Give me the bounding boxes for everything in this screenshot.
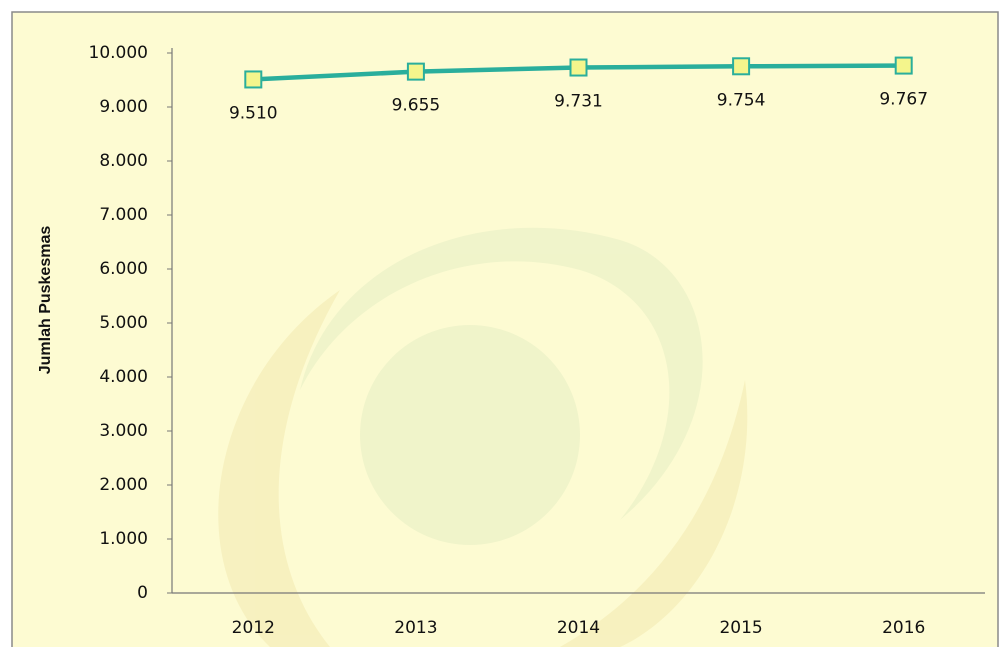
y-tick-label: 10.000 [89, 43, 148, 63]
x-tick-label: 2013 [394, 618, 437, 638]
data-label: 9.655 [392, 96, 441, 116]
y-tick-label: 3.000 [99, 421, 148, 441]
y-tick-label: 4.000 [99, 367, 148, 387]
y-tick-label: 6.000 [99, 259, 148, 279]
y-tick-label: 5.000 [99, 313, 148, 333]
y-axis-title: Jumlah Puskesmas [37, 226, 54, 375]
chart-frame [11, 11, 999, 647]
y-tick-label: 2.000 [99, 475, 148, 495]
data-label: 9.754 [717, 90, 766, 110]
data-point [894, 56, 913, 75]
data-point [244, 70, 263, 89]
data-label: 9.731 [554, 92, 603, 112]
data-label: 9.510 [229, 103, 278, 123]
watermark-arc [218, 290, 340, 647]
data-point [406, 62, 425, 81]
x-tick-label: 2016 [882, 618, 925, 638]
data-point [569, 58, 588, 77]
watermark-circle [360, 325, 580, 545]
data-label: 9.767 [879, 90, 928, 110]
data-point [732, 57, 751, 76]
y-tick-label: 7.000 [99, 205, 148, 225]
y-tick-label: 8.000 [99, 151, 148, 171]
x-tick-label: 2014 [557, 618, 600, 638]
y-tick-label: 0 [137, 583, 148, 603]
x-tick-label: 2012 [232, 618, 275, 638]
y-tick-label: 9.000 [99, 97, 148, 117]
y-tick-label: 1.000 [99, 529, 148, 549]
x-tick-label: 2015 [719, 618, 762, 638]
